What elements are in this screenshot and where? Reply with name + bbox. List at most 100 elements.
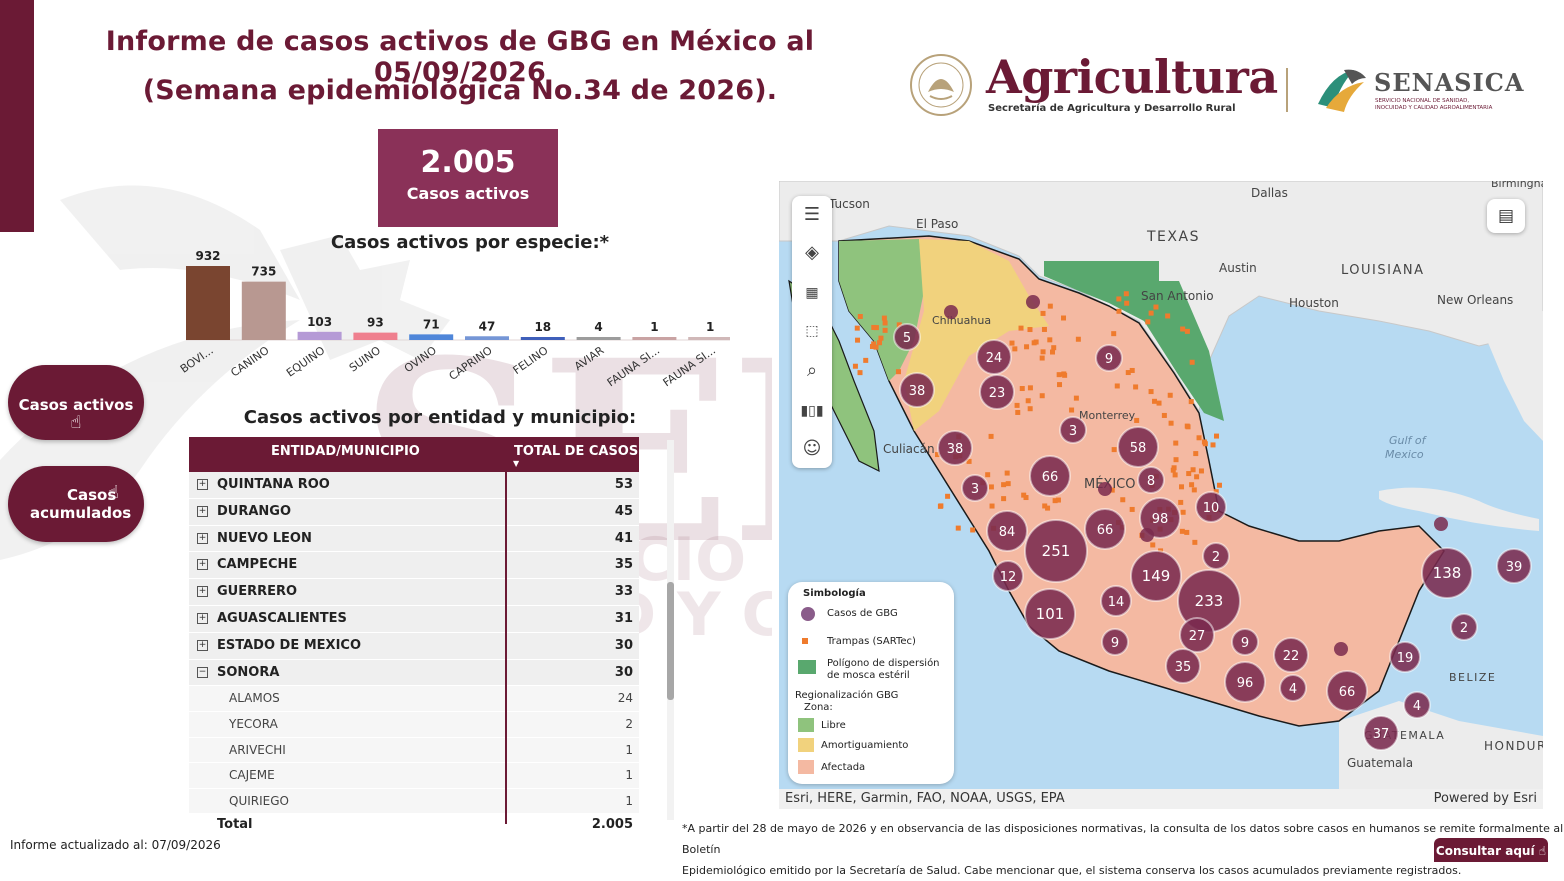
bar-0[interactable] bbox=[186, 266, 230, 340]
table-row[interactable]: + QUINTANA ROO 53 bbox=[189, 472, 639, 499]
case-cluster[interactable] bbox=[1101, 628, 1129, 656]
case-point[interactable] bbox=[1140, 528, 1154, 542]
table-row[interactable]: + CAMPECHE 35 bbox=[189, 552, 639, 580]
case-cluster[interactable] bbox=[1137, 466, 1165, 494]
table-subrow[interactable]: ALAMOS 24 bbox=[189, 686, 639, 712]
case-cluster[interactable] bbox=[1100, 585, 1132, 617]
place-label: Austin bbox=[1219, 261, 1257, 275]
row-value: 2 bbox=[625, 716, 633, 731]
expand-icon[interactable]: + bbox=[197, 505, 208, 517]
table-subrow[interactable]: ARIVECHI 1 bbox=[189, 737, 639, 764]
table-row[interactable]: + DURANGO 45 bbox=[189, 498, 639, 526]
layers-icon[interactable]: ◈ bbox=[805, 242, 819, 263]
case-cluster[interactable] bbox=[961, 474, 989, 502]
case-cluster[interactable] bbox=[937, 430, 973, 466]
active-cases-button[interactable]: Casos activos ☝ bbox=[8, 365, 144, 440]
bar-6[interactable] bbox=[520, 337, 565, 340]
case-cluster[interactable] bbox=[1279, 674, 1307, 702]
trap-marker bbox=[852, 363, 858, 369]
table-row[interactable]: − SONORA 30 bbox=[189, 659, 639, 687]
trap-marker bbox=[985, 472, 991, 478]
case-cluster[interactable] bbox=[1084, 508, 1126, 550]
case-cluster[interactable] bbox=[1024, 588, 1076, 640]
cluster-count: 19 bbox=[1397, 651, 1414, 666]
table-row[interactable]: + ESTADO DE MEXICO 30 bbox=[189, 632, 639, 660]
bar-1[interactable] bbox=[241, 281, 286, 340]
case-point[interactable] bbox=[1098, 482, 1112, 496]
attribute-table-icon[interactable]: ▤ bbox=[1487, 199, 1525, 233]
case-cluster[interactable] bbox=[1273, 637, 1309, 673]
case-cluster[interactable] bbox=[1059, 416, 1087, 444]
user-icon[interactable]: ☺ bbox=[802, 438, 822, 459]
case-cluster[interactable] bbox=[899, 372, 935, 408]
case-cluster[interactable] bbox=[992, 560, 1024, 592]
case-point[interactable] bbox=[944, 305, 958, 319]
trap-marker bbox=[1186, 471, 1192, 477]
case-cluster[interactable] bbox=[1130, 550, 1182, 602]
table-row[interactable]: + GUERRERO 33 bbox=[189, 579, 639, 606]
case-cluster[interactable] bbox=[1496, 548, 1532, 584]
case-cluster[interactable] bbox=[893, 323, 921, 351]
case-cluster[interactable] bbox=[979, 374, 1015, 410]
case-cluster[interactable] bbox=[1117, 426, 1159, 468]
expand-icon[interactable]: + bbox=[197, 559, 208, 571]
case-cluster[interactable] bbox=[1421, 547, 1473, 599]
bar-3[interactable] bbox=[353, 332, 398, 340]
expand-icon[interactable]: + bbox=[197, 586, 208, 598]
collapse-icon[interactable]: − bbox=[197, 666, 208, 678]
case-cluster[interactable] bbox=[1202, 542, 1230, 570]
case-cluster[interactable] bbox=[1224, 661, 1266, 703]
bar-4[interactable] bbox=[409, 334, 454, 340]
case-cluster[interactable] bbox=[1231, 628, 1259, 656]
case-cluster[interactable] bbox=[986, 510, 1028, 552]
case-cluster[interactable] bbox=[1095, 344, 1123, 372]
qr-code-icon[interactable]: ▦ bbox=[805, 285, 819, 301]
table-scrollbar-thumb[interactable] bbox=[667, 582, 674, 700]
table-subrow[interactable]: CAJEME 1 bbox=[189, 763, 639, 789]
trap-marker bbox=[878, 335, 884, 341]
table-row[interactable]: + NUEVO LEON 41 bbox=[189, 525, 639, 553]
case-cluster[interactable] bbox=[1326, 670, 1368, 712]
menu-icon[interactable]: ☰ bbox=[803, 204, 821, 225]
case-point[interactable] bbox=[1334, 642, 1348, 656]
table-subrow[interactable]: QUIRIEGO 1 bbox=[189, 788, 639, 815]
case-cluster[interactable] bbox=[1029, 455, 1071, 497]
select-area-icon[interactable]: ⬚ bbox=[805, 323, 819, 339]
case-cluster[interactable] bbox=[1165, 648, 1201, 684]
cluster-count: 138 bbox=[1433, 564, 1462, 582]
expand-icon[interactable]: + bbox=[197, 612, 208, 624]
column-header-total[interactable]: TOTAL DE CASOS bbox=[514, 444, 639, 459]
table-subrow[interactable]: YECORA 2 bbox=[189, 711, 639, 738]
expand-icon[interactable]: + bbox=[197, 479, 208, 490]
column-header-entity[interactable]: ENTIDAD/MUNICIPIO bbox=[271, 444, 420, 459]
chart-icon[interactable]: ▮▯▮ bbox=[800, 403, 824, 419]
expand-icon[interactable]: + bbox=[197, 532, 208, 544]
case-point[interactable] bbox=[1026, 295, 1040, 309]
consult-here-button[interactable]: Consultar aquí ☝ bbox=[1434, 838, 1548, 862]
trap-marker bbox=[1009, 340, 1015, 346]
bar-9[interactable] bbox=[688, 337, 730, 340]
bar-7[interactable] bbox=[576, 337, 621, 340]
case-cluster[interactable] bbox=[1195, 491, 1227, 523]
case-cluster[interactable] bbox=[1363, 715, 1399, 751]
esri-powered-link[interactable]: Powered by Esri bbox=[1433, 791, 1537, 806]
trap-marker bbox=[1172, 472, 1178, 478]
case-point[interactable] bbox=[1434, 517, 1448, 531]
case-cluster[interactable] bbox=[1389, 641, 1421, 673]
bar-8[interactable] bbox=[632, 337, 677, 340]
bar-2[interactable] bbox=[297, 331, 342, 340]
case-cluster[interactable] bbox=[1139, 497, 1181, 539]
case-cluster[interactable] bbox=[976, 339, 1012, 375]
case-cluster[interactable] bbox=[1179, 617, 1215, 653]
case-cluster[interactable] bbox=[1403, 691, 1431, 719]
case-cluster[interactable] bbox=[1450, 613, 1478, 641]
sort-desc-icon[interactable]: ▼ bbox=[513, 459, 520, 468]
table-row[interactable]: + AGUASCALIENTES 31 bbox=[189, 605, 639, 633]
expand-icon[interactable]: + bbox=[197, 639, 208, 651]
accumulated-cases-button[interactable]: Casos acumulados ☝ bbox=[8, 466, 144, 542]
case-cluster[interactable] bbox=[1024, 519, 1088, 583]
bar-5[interactable] bbox=[465, 336, 509, 340]
trap-marker bbox=[1027, 385, 1033, 391]
search-icon[interactable]: ⌕ bbox=[806, 360, 818, 381]
